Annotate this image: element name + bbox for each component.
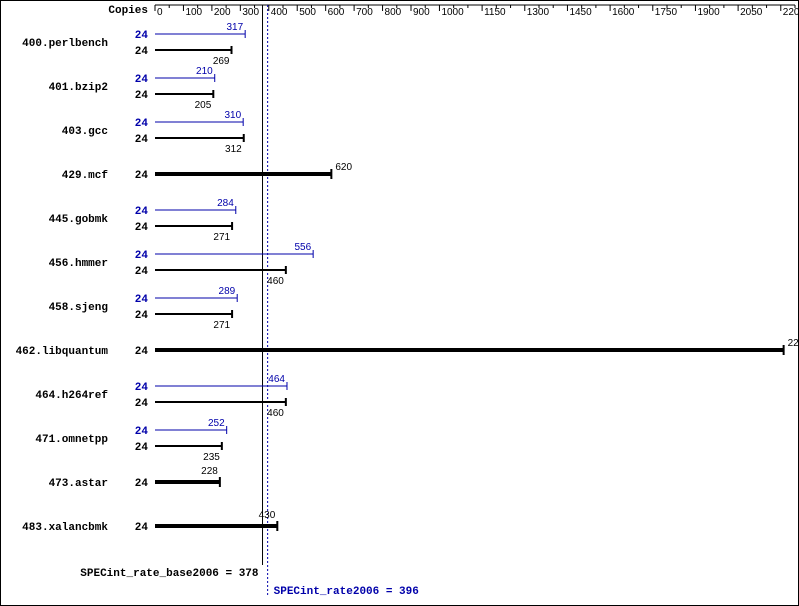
benchmark-label: 400.perlbench [22, 38, 108, 50]
x-tick-label: 500 [299, 7, 316, 18]
value-base: 460 [267, 408, 284, 419]
x-tick-label: 400 [271, 7, 288, 18]
x-tick-label: 2050 [740, 7, 763, 18]
benchmark-label: 429.mcf [62, 170, 109, 182]
benchmark-label: 456.hmmer [49, 258, 108, 270]
value-base: 228 [201, 466, 218, 477]
copies-base: 24 [135, 522, 149, 534]
x-tick-label: 1000 [441, 7, 464, 18]
copies-peak: 24 [135, 250, 149, 262]
benchmark-label: 403.gcc [62, 126, 108, 138]
value-peak: 289 [219, 286, 236, 297]
value-base: 269 [213, 56, 230, 67]
benchmark-label: 471.omnetpp [35, 434, 108, 446]
copies-base: 24 [135, 46, 149, 58]
x-tick-label: 1450 [569, 7, 592, 18]
copies-base: 24 [135, 134, 149, 146]
value-peak: 252 [208, 418, 225, 429]
copies-base: 24 [135, 346, 149, 358]
value-peak: 556 [294, 242, 311, 253]
x-tick-label: 1600 [612, 7, 635, 18]
x-tick-label: 100 [185, 7, 202, 18]
spec-rate-chart: 0 100 200 300 400 500 600 700 800 900 1000 1150 1300… [0, 0, 799, 606]
value-base: 271 [213, 232, 230, 243]
x-tick-label: 1300 [527, 7, 550, 18]
benchmark-label: 473.astar [49, 478, 108, 490]
benchmark-label: 445.gobmk [49, 214, 109, 226]
x-tick-label: 1150 [484, 7, 506, 18]
value-base: 312 [225, 144, 242, 155]
footer-base-text: SPECint_rate_base2006 = 378 [80, 568, 259, 580]
copies-peak: 24 [135, 118, 149, 130]
copies-peak: 24 [135, 206, 149, 218]
value-base: 2210 [788, 338, 799, 349]
copies-peak: 24 [135, 294, 149, 306]
benchmark-label: 464.h264ref [35, 390, 108, 402]
copies-peak: 24 [135, 426, 149, 438]
value-base: 205 [195, 100, 212, 111]
copies-base: 24 [135, 222, 149, 234]
value-base: 620 [335, 162, 352, 173]
copies-base: 24 [135, 266, 149, 278]
x-tick-label: 0 [157, 7, 163, 18]
copies-peak: 24 [135, 30, 149, 42]
value-base: 430 [259, 510, 276, 521]
x-tick-label: 300 [242, 7, 259, 18]
x-tick-label: 1750 [655, 7, 678, 18]
x-tick-label: 800 [385, 7, 402, 18]
value-peak: 284 [217, 198, 234, 209]
copies-base: 24 [135, 398, 149, 410]
copies-base: 24 [135, 442, 149, 454]
x-tick-label: 900 [413, 7, 430, 18]
x-tick-label: 1900 [697, 7, 720, 18]
value-base: 271 [213, 320, 230, 331]
x-tick-label: 700 [356, 7, 373, 18]
value-peak: 310 [224, 110, 241, 121]
value-peak: 210 [196, 66, 213, 77]
copies-peak: 24 [135, 382, 149, 394]
chart-frame [1, 1, 799, 606]
benchmark-label: 401.bzip2 [49, 82, 108, 94]
benchmark-label: 483.xalancbmk [22, 522, 108, 534]
benchmark-label: 462.libquantum [16, 346, 109, 358]
value-peak: 317 [226, 22, 243, 33]
value-peak: 464 [268, 374, 285, 385]
copies-header: Copies [108, 5, 148, 17]
copies-base: 24 [135, 90, 149, 102]
value-base: 235 [203, 452, 220, 463]
copies-base: 24 [135, 170, 149, 182]
x-tick-label: 200 [214, 7, 231, 18]
benchmark-label: 458.sjeng [49, 302, 108, 314]
footer-peak-text: SPECint_rate2006 = 396 [274, 586, 419, 598]
copies-base: 24 [135, 478, 149, 490]
copies-peak: 24 [135, 74, 149, 86]
copies-base: 24 [135, 310, 149, 322]
x-tick-label: 2200 [783, 7, 799, 18]
x-tick-label: 600 [328, 7, 345, 18]
value-base: 460 [267, 276, 284, 287]
